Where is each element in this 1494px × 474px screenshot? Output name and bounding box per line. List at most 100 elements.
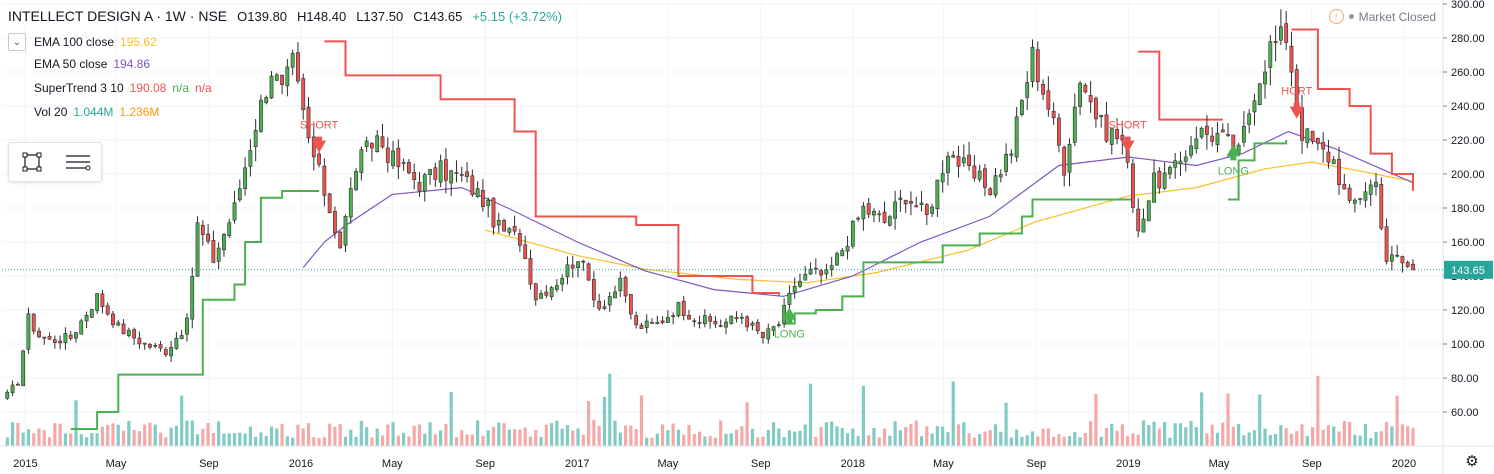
candle bbox=[745, 315, 750, 332]
signal-label: HORT bbox=[1281, 86, 1312, 98]
candle bbox=[1310, 130, 1315, 145]
candle bbox=[1284, 11, 1289, 51]
legend-ema50[interactable]: EMA 50 close 194.86 bbox=[34, 57, 150, 71]
volume-bar bbox=[174, 425, 178, 446]
volume-bar bbox=[1147, 424, 1151, 446]
candle bbox=[988, 186, 993, 196]
volume-bar bbox=[1141, 420, 1146, 446]
volume-bar bbox=[692, 433, 696, 446]
settings-lines-button[interactable] bbox=[62, 147, 94, 177]
legend-ema100[interactable]: ⌄ EMA 100 close 195.62 bbox=[8, 33, 157, 51]
candle bbox=[232, 190, 237, 224]
candle bbox=[1041, 79, 1045, 101]
y-tick-label: 80.00 bbox=[1451, 373, 1479, 385]
volume-bar bbox=[444, 423, 448, 446]
volume-bar bbox=[1263, 428, 1267, 446]
candle bbox=[174, 331, 179, 350]
candle bbox=[1374, 172, 1378, 196]
volume-bar bbox=[486, 430, 490, 446]
volume-bar bbox=[333, 426, 337, 446]
candle bbox=[343, 214, 348, 253]
candle bbox=[185, 313, 189, 342]
rectangle-tool-button[interactable] bbox=[16, 147, 48, 177]
candle bbox=[396, 139, 401, 179]
symbol-title[interactable]: INTELLECT DESIGN A · 1W · NSE bbox=[8, 8, 228, 24]
legend-supertrend-value-3: n/a bbox=[195, 81, 212, 95]
volume-bar bbox=[639, 395, 644, 446]
volume-bar bbox=[1221, 422, 1225, 446]
volume-bar bbox=[645, 437, 649, 446]
volume-bar bbox=[211, 433, 215, 446]
candle bbox=[359, 146, 364, 181]
candle bbox=[861, 201, 866, 231]
candle bbox=[89, 308, 94, 319]
legend-supertrend-value: 190.08 bbox=[129, 81, 167, 95]
open-value: O139.80 bbox=[237, 9, 288, 24]
candle bbox=[31, 313, 36, 335]
volume-bar bbox=[1062, 436, 1066, 446]
volume-bar bbox=[941, 426, 945, 446]
candle bbox=[1062, 145, 1067, 187]
market-status[interactable]: ! Market Closed bbox=[1328, 9, 1436, 24]
candle bbox=[613, 285, 617, 299]
legend-ema100-value: 195.62 bbox=[120, 35, 157, 49]
candle bbox=[771, 325, 776, 336]
legend-supertrend-name: SuperTrend 3 10 bbox=[34, 81, 124, 95]
candle bbox=[1358, 198, 1363, 205]
legend-supertrend[interactable]: SuperTrend 3 10 190.08 n/a n/a bbox=[34, 81, 212, 95]
candle bbox=[877, 210, 882, 223]
gear-icon[interactable]: ⚙ bbox=[1465, 453, 1479, 470]
y-tick-label: 260.00 bbox=[1451, 67, 1485, 79]
volume-bar bbox=[106, 424, 110, 446]
candle bbox=[116, 319, 121, 327]
x-tick-label: May bbox=[657, 458, 678, 470]
volume-bar bbox=[1295, 431, 1299, 446]
volume-bar bbox=[904, 426, 908, 446]
collapse-legend-icon[interactable]: ⌄ bbox=[8, 33, 26, 51]
volume-bar bbox=[1173, 423, 1177, 446]
grid bbox=[2, 3, 1443, 446]
candle bbox=[63, 327, 68, 350]
candle bbox=[121, 319, 126, 335]
volume-bar bbox=[248, 426, 252, 446]
volume-bar bbox=[930, 433, 934, 446]
candle bbox=[1120, 121, 1125, 155]
candle bbox=[486, 197, 491, 218]
volume-bar bbox=[1400, 424, 1405, 446]
volume-bar bbox=[1110, 423, 1114, 446]
volume-bar bbox=[1041, 428, 1045, 446]
volume-bar bbox=[629, 425, 633, 446]
candle bbox=[1384, 218, 1389, 265]
candle bbox=[449, 169, 454, 197]
candle bbox=[507, 227, 512, 236]
candle bbox=[909, 191, 913, 216]
ema50-line bbox=[302, 130, 1414, 298]
volume-bar bbox=[861, 385, 865, 446]
volume-bar bbox=[1268, 434, 1272, 446]
volume-bar bbox=[1363, 424, 1368, 446]
volume-bar bbox=[962, 422, 966, 446]
volume-bar bbox=[137, 431, 142, 446]
volume-bar bbox=[1337, 431, 1341, 446]
candle bbox=[1342, 174, 1347, 190]
volume-bar bbox=[349, 429, 353, 446]
candle bbox=[591, 271, 596, 308]
x-tick-label: Sep bbox=[1302, 458, 1322, 470]
legend-volume[interactable]: Vol 20 1.044M 1.236M bbox=[34, 105, 159, 119]
signal-short: HORT bbox=[1281, 86, 1312, 119]
volume-bar bbox=[180, 395, 184, 446]
volume-bar bbox=[32, 433, 36, 446]
candle bbox=[333, 206, 337, 239]
candle bbox=[856, 216, 861, 222]
volume-bar bbox=[703, 436, 707, 446]
volume-bar bbox=[5, 437, 9, 446]
candle bbox=[1104, 101, 1109, 143]
candle bbox=[1405, 260, 1410, 269]
volume-bar bbox=[877, 437, 881, 446]
volume-bar bbox=[708, 435, 712, 446]
candle bbox=[1210, 127, 1215, 147]
signals: SHORT LONG SHORT LONG HORT bbox=[300, 86, 1313, 341]
candle bbox=[750, 320, 755, 331]
candle bbox=[872, 208, 876, 223]
